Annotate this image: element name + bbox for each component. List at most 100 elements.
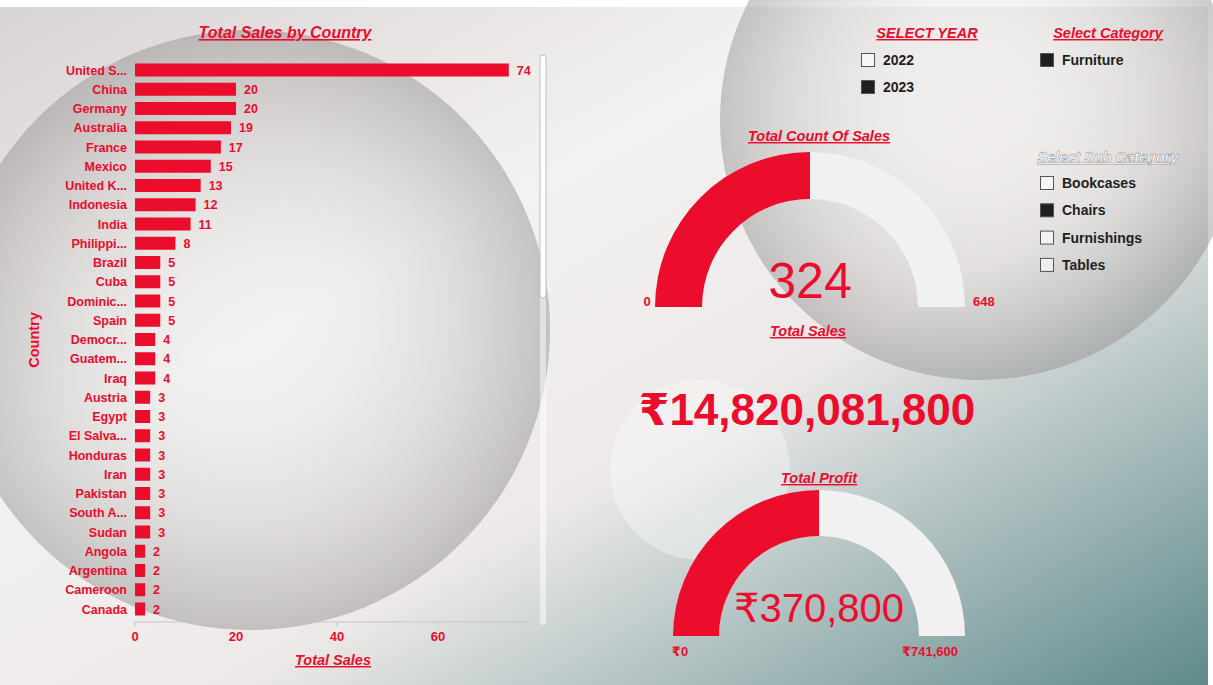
data-label: 8 [183,237,190,251]
dashboard: Total Sales by CountryUnited S...74China… [0,0,1213,685]
slicer-option[interactable]: Furniture [1062,52,1124,68]
slicer-checkbox[interactable] [1041,177,1054,190]
scrollbar-thumb [540,55,546,298]
bar [135,429,150,442]
data-label: 5 [168,314,175,328]
bar [135,64,509,77]
gauge-value: ₹370,800 [734,586,904,630]
slicer-option[interactable]: Furnishings [1062,230,1142,246]
data-label: 3 [158,449,165,463]
data-label: 3 [158,429,165,443]
data-label: 4 [163,333,170,347]
tick-label: 40 [330,629,344,644]
gauge-tick-label: ₹741,600 [902,644,958,659]
bar [135,391,150,404]
gear-shape [0,30,550,630]
card-value: ₹14,820,081,800 [639,385,975,434]
slicer-option[interactable]: 2023 [883,79,914,95]
category-label: Cameroon [65,583,127,597]
bar [135,179,201,192]
tick-mark [438,622,439,626]
category-label: El Salva... [69,429,127,443]
category-label: Germany [73,102,127,116]
tick-mark [135,622,136,626]
bar [135,468,150,481]
slicer-checkbox[interactable] [1041,258,1054,271]
bar [135,121,231,134]
category-label: Canada [82,603,128,617]
bar [135,102,236,115]
slicer-checkbox[interactable] [1041,54,1054,67]
category-label: France [86,141,127,155]
bar [135,564,145,577]
bar [135,141,221,154]
data-label: 3 [158,487,165,501]
category-label: Mexico [85,160,128,174]
category-label: Brazil [93,256,127,270]
tick-mark [236,622,237,626]
data-label: 2 [153,545,160,559]
gauge-tick-label: 0 [643,294,650,309]
bar [135,314,160,327]
data-label: 5 [168,256,175,270]
gauge-track [673,490,965,636]
category-label: Angola [85,545,128,559]
bar [135,583,145,596]
category-label: Iraq [104,372,127,386]
bar [135,372,155,385]
data-label: 20 [244,83,258,97]
bar [135,410,150,423]
category-label: Cuba [96,275,128,289]
data-label: 11 [199,218,212,232]
data-label: 19 [239,121,253,135]
bar [135,160,211,173]
data-label: 2 [153,583,160,597]
data-label: 74 [517,64,531,78]
bar [135,275,160,288]
gauge-title: Total Profit [781,470,858,486]
category-label: Pakistan [76,487,127,501]
category-label: Iran [104,468,127,482]
category-label: China [92,83,128,97]
scrollbar-track [540,55,546,625]
category-label: Austria [84,391,128,405]
data-label: 4 [163,372,170,386]
chart-title: Total Sales by Country [199,24,373,41]
bar [135,545,145,558]
slicer-checkbox[interactable] [862,81,875,94]
slicer-checkbox[interactable] [1041,204,1054,217]
category-label: Philippi... [71,237,127,251]
bars [135,64,509,616]
gauge-tick-label: ₹0 [672,644,688,659]
slicer-checkbox[interactable] [1041,231,1054,244]
data-label: 5 [168,295,175,309]
data-label: 5 [168,275,175,289]
bar [135,295,160,308]
bar [135,256,160,269]
category-label: Spain [93,314,127,328]
gauge-tick-label: 648 [973,294,995,309]
category-label: Egypt [92,410,128,424]
bar [135,352,155,365]
data-label: 13 [209,179,223,193]
data-label: 3 [158,526,165,540]
tick-label: 0 [131,629,138,644]
axis-title: Total Sales [295,652,371,668]
bar [135,487,150,500]
slicer-option[interactable]: Bookcases [1062,175,1136,191]
slicer-option[interactable]: 2022 [883,52,914,68]
data-label: 2 [153,603,160,617]
axis-title: Country [26,312,42,368]
data-label: 12 [204,198,218,212]
data-label: 3 [158,391,165,405]
data-label: 2 [153,564,160,578]
data-label: 3 [158,506,165,520]
bar [135,506,150,519]
slicer-option[interactable]: Chairs [1062,202,1106,218]
category-label: Guatem... [70,352,127,366]
x-axis-line [135,622,529,623]
slicer-option[interactable]: Tables [1062,257,1106,273]
slicer-checkbox[interactable] [862,54,875,67]
bar [135,449,150,462]
gauge-title: Total Count Of Sales [748,128,890,144]
